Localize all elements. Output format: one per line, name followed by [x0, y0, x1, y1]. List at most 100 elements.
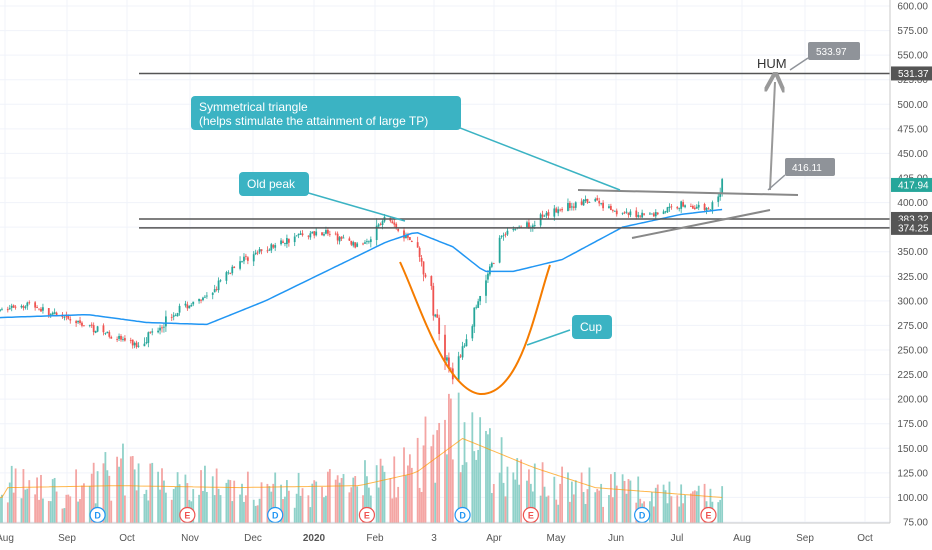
candle-body — [650, 213, 653, 215]
candle-body — [588, 202, 591, 203]
candle-body — [584, 199, 587, 201]
volume-bar — [490, 493, 493, 523]
volume-bar — [252, 499, 255, 523]
candle-body — [176, 313, 179, 317]
y-tick-label: 125.00 — [897, 468, 928, 479]
price-tag-416 — [785, 158, 835, 176]
volume-bar — [8, 482, 11, 523]
volume-bar — [451, 459, 454, 523]
y-tick-label: 600.00 — [897, 2, 928, 13]
volume-bar — [215, 468, 218, 523]
y-tick-label: 475.00 — [897, 124, 928, 135]
candle-body — [190, 305, 193, 307]
candle-body — [485, 280, 487, 296]
candle-body — [514, 229, 517, 231]
volume-bar — [408, 454, 411, 523]
volume-bar — [102, 463, 105, 523]
volume-bar — [668, 481, 671, 523]
volume-bar — [10, 465, 13, 523]
moving-average-line — [0, 208, 723, 326]
callout-triangle-text: Symmetrical triangle (helps stimulate the… — [199, 100, 428, 128]
candle-body — [420, 257, 423, 262]
volume-bar — [55, 491, 58, 523]
candle-body — [338, 237, 341, 242]
volume-bar — [586, 489, 589, 523]
y-tick-label: 525.00 — [897, 75, 928, 86]
candle-body — [315, 231, 318, 236]
volume-bar — [465, 462, 468, 523]
volume-bar — [184, 474, 187, 523]
level-tag-text: 374.25 — [898, 223, 929, 234]
volume-bar — [213, 495, 216, 523]
volume-bar — [598, 490, 601, 523]
candle-body — [717, 196, 720, 202]
volume-bar — [243, 501, 245, 523]
candle-body — [120, 335, 122, 340]
volume-bar — [350, 487, 353, 523]
candle-body — [598, 200, 601, 204]
x-tick-label: Oct — [119, 533, 135, 544]
candle-body — [10, 305, 13, 308]
candle-body — [567, 203, 569, 211]
volume-bar — [574, 480, 577, 523]
candle-body — [719, 193, 722, 197]
candle-body — [83, 325, 85, 327]
volume-bar — [284, 496, 286, 523]
volume-bar — [475, 459, 478, 523]
volume-bar — [391, 498, 394, 523]
volume-bar — [567, 472, 569, 523]
candle-body — [668, 206, 671, 209]
candle-body — [243, 256, 245, 262]
candle-body — [541, 214, 544, 217]
candle-body — [328, 233, 331, 235]
candle-body — [94, 330, 97, 333]
y-tick-label: 300.00 — [897, 296, 928, 307]
volume-bar — [81, 485, 83, 523]
volume-bar — [323, 497, 325, 523]
volume-bar — [163, 480, 165, 523]
candle-body — [124, 338, 126, 341]
volume-bar — [366, 476, 368, 523]
candle-body — [418, 247, 421, 258]
candle-body — [77, 320, 79, 323]
volume-bar — [124, 495, 126, 523]
volume-bar — [65, 494, 68, 523]
volume-bar — [38, 499, 40, 523]
volume-bar — [200, 470, 202, 523]
candle-body — [227, 272, 230, 274]
volume-bar — [405, 475, 407, 523]
candle-body — [459, 355, 462, 357]
candle-body — [40, 308, 42, 312]
candle-body — [397, 229, 400, 231]
candle-body — [198, 298, 200, 302]
volume-bar — [418, 487, 421, 523]
candle-body — [47, 308, 50, 316]
callout-old-peak — [239, 172, 309, 196]
cup-curve — [399, 261, 551, 396]
candle-body — [116, 339, 119, 340]
candle-body — [635, 210, 638, 217]
candle-body — [307, 235, 310, 237]
volume-bar — [145, 489, 148, 523]
candle-body — [350, 240, 353, 245]
candle-body — [159, 327, 161, 331]
volume-bar — [53, 477, 56, 523]
volume-bar — [393, 456, 396, 523]
candle-body — [239, 261, 241, 269]
candle-body — [707, 208, 710, 210]
volume-bar — [609, 474, 612, 523]
x-tick-label: Aug — [733, 533, 751, 544]
candle-body — [75, 321, 78, 324]
ticker-label: HUM — [757, 56, 787, 71]
volume-bar — [352, 477, 355, 523]
volume-bar — [272, 483, 275, 523]
candle-body — [241, 261, 243, 263]
candle-body — [662, 211, 665, 214]
candle-body — [260, 249, 263, 251]
candle-body — [502, 235, 505, 237]
candle-body — [311, 231, 314, 234]
volume-bar — [336, 475, 339, 523]
volume-bar — [611, 497, 614, 523]
volume-bar — [40, 474, 42, 523]
